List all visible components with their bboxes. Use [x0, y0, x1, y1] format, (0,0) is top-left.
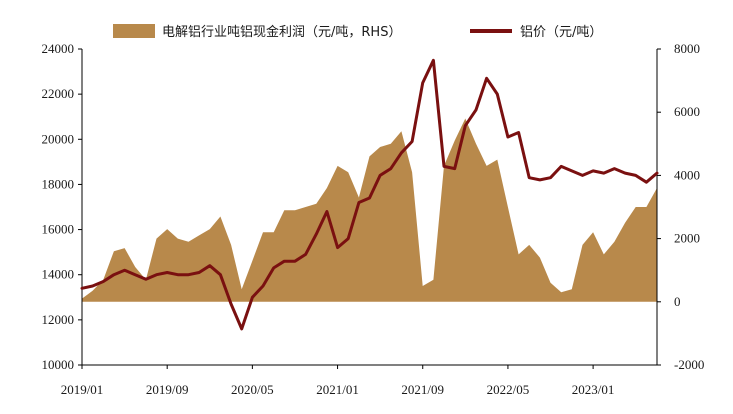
left-tick-label: 10000 — [42, 357, 75, 372]
right-tick-label: 2000 — [674, 231, 700, 246]
right-tick-label: 6000 — [674, 104, 700, 119]
legend-label-profit: 电解铝行业吨铝现金利润（元/吨，RHS） — [162, 24, 401, 40]
x-tick-label: 2021/01 — [316, 382, 359, 397]
x-tick-label: 2020/05 — [231, 382, 274, 397]
left-tick-label: 18000 — [42, 176, 75, 191]
legend-label-price: 铝价（元/吨） — [520, 25, 602, 40]
legend: 电解铝行业吨铝现金利润（元/吨，RHS） 铝价（元/吨） — [113, 24, 602, 40]
right-tick-label: 4000 — [674, 167, 700, 182]
profit-area-series — [82, 118, 657, 302]
left-tick-label: 14000 — [42, 267, 75, 282]
plot-area: 1000012000140001600018000200002200024000… — [42, 41, 705, 397]
right-tick-label: 0 — [674, 294, 681, 309]
right-tick-label: 8000 — [674, 41, 700, 56]
x-tick-label: 2019/09 — [146, 382, 189, 397]
x-tick-label: 2023/01 — [572, 382, 615, 397]
right-tick-label: -2000 — [674, 357, 704, 372]
x-tick-label: 2021/09 — [401, 382, 444, 397]
price-line-series — [80, 58, 659, 331]
left-tick-label: 24000 — [42, 41, 75, 56]
legend-swatch-profit — [113, 24, 155, 38]
x-tick-label: 2022/05 — [487, 382, 530, 397]
left-tick-label: 12000 — [42, 312, 75, 327]
x-tick-label: 2019/01 — [61, 382, 104, 397]
left-tick-label: 16000 — [42, 222, 75, 237]
left-tick-label: 20000 — [42, 131, 75, 146]
left-tick-label: 22000 — [42, 86, 75, 101]
